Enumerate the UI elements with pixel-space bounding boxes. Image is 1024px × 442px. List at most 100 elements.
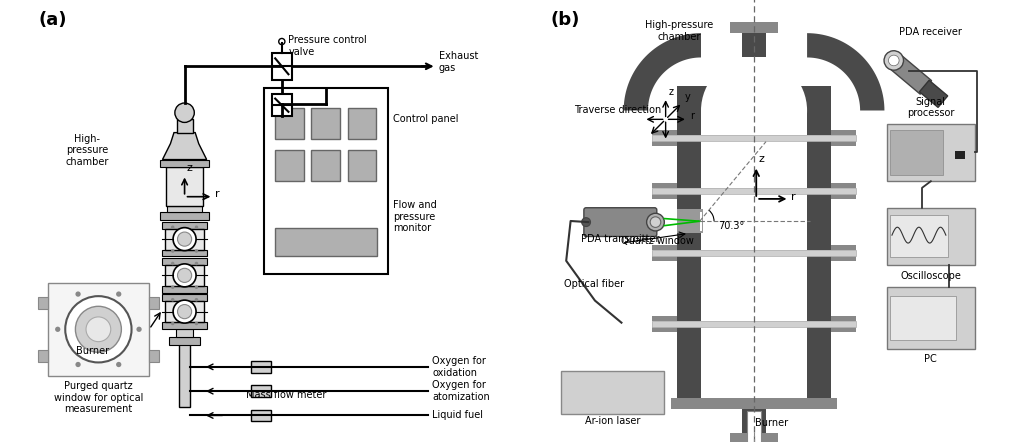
Circle shape xyxy=(76,306,122,352)
Bar xyxy=(652,135,856,141)
Text: PC: PC xyxy=(925,354,937,365)
Circle shape xyxy=(195,262,199,265)
Bar xyxy=(677,209,703,233)
Bar xyxy=(890,130,943,175)
Bar xyxy=(831,130,856,146)
Bar xyxy=(831,316,856,332)
Bar xyxy=(38,350,47,362)
Circle shape xyxy=(279,38,285,45)
Bar xyxy=(887,208,975,265)
Circle shape xyxy=(195,225,199,229)
Bar xyxy=(272,94,292,116)
Text: Burner: Burner xyxy=(755,418,788,428)
Bar xyxy=(47,283,150,376)
Text: y: y xyxy=(685,92,691,102)
Text: High-
pressure
chamber: High- pressure chamber xyxy=(66,133,109,167)
Bar xyxy=(166,167,203,206)
Text: Mass flow meter: Mass flow meter xyxy=(246,390,327,400)
Text: r: r xyxy=(215,190,219,199)
Bar xyxy=(701,110,807,398)
Bar xyxy=(652,245,677,261)
Bar xyxy=(652,183,677,199)
Bar xyxy=(652,321,856,327)
Text: z: z xyxy=(669,87,674,97)
Bar xyxy=(167,206,203,212)
Text: Oxygen for
atomization: Oxygen for atomization xyxy=(432,381,489,402)
Bar xyxy=(169,337,200,345)
Circle shape xyxy=(171,249,174,253)
Circle shape xyxy=(177,305,191,319)
Bar xyxy=(161,212,209,220)
Bar xyxy=(730,22,778,33)
Circle shape xyxy=(116,362,122,367)
Polygon shape xyxy=(807,33,885,110)
Text: Traverse direction: Traverse direction xyxy=(574,105,662,114)
Circle shape xyxy=(195,249,199,253)
Text: High-pressure
chamber: High-pressure chamber xyxy=(645,20,713,42)
Bar xyxy=(890,55,932,94)
Bar xyxy=(150,350,159,362)
Bar xyxy=(176,329,194,337)
Bar xyxy=(348,108,377,139)
Bar xyxy=(179,340,189,407)
Bar xyxy=(38,297,47,309)
Text: Control panel: Control panel xyxy=(393,114,459,124)
Bar xyxy=(831,245,856,261)
Text: Flow and
pressure
monitor: Flow and pressure monitor xyxy=(393,200,437,233)
Bar xyxy=(652,188,856,194)
FancyBboxPatch shape xyxy=(584,208,656,236)
Bar xyxy=(150,297,159,309)
Bar xyxy=(163,286,207,293)
Bar xyxy=(955,151,965,159)
Circle shape xyxy=(177,232,191,246)
Bar xyxy=(275,108,304,139)
Text: Quartz window: Quartz window xyxy=(622,236,694,247)
Text: Oscilloscope: Oscilloscope xyxy=(900,271,962,281)
Bar xyxy=(699,212,702,231)
Text: Optical fiber: Optical fiber xyxy=(564,279,624,290)
Bar xyxy=(251,361,270,373)
Circle shape xyxy=(116,291,122,297)
Text: Ar-ion laser: Ar-ion laser xyxy=(585,416,640,427)
Circle shape xyxy=(86,317,111,342)
Circle shape xyxy=(173,300,196,323)
Circle shape xyxy=(76,362,81,367)
Text: PDA transmitter: PDA transmitter xyxy=(581,234,659,244)
Text: Signal
processor: Signal processor xyxy=(907,97,954,118)
Bar xyxy=(275,228,377,256)
Text: r: r xyxy=(791,192,796,202)
Polygon shape xyxy=(163,133,207,160)
Bar xyxy=(163,250,207,256)
Bar xyxy=(677,110,701,398)
Circle shape xyxy=(136,327,141,332)
Bar xyxy=(165,229,205,250)
Text: Purged quartz
window for optical
measurement: Purged quartz window for optical measure… xyxy=(53,381,143,414)
Circle shape xyxy=(175,103,195,122)
Bar xyxy=(275,150,304,181)
Text: (b): (b) xyxy=(551,11,580,29)
Bar xyxy=(887,287,975,349)
Bar xyxy=(311,108,340,139)
Bar xyxy=(163,258,207,265)
Bar xyxy=(163,294,207,301)
Bar xyxy=(677,86,831,110)
Circle shape xyxy=(650,217,660,227)
FancyBboxPatch shape xyxy=(561,371,664,414)
Circle shape xyxy=(171,298,174,301)
Circle shape xyxy=(171,286,174,289)
Text: Pressure control
valve: Pressure control valve xyxy=(289,35,368,57)
Bar xyxy=(652,250,856,256)
Circle shape xyxy=(195,298,199,301)
Circle shape xyxy=(171,262,174,265)
Bar xyxy=(807,110,831,398)
Bar xyxy=(652,321,856,327)
Circle shape xyxy=(76,291,81,297)
Bar xyxy=(163,322,207,329)
Bar xyxy=(890,215,947,257)
Text: PDA receiver: PDA receiver xyxy=(899,27,963,38)
Circle shape xyxy=(66,296,131,362)
Bar xyxy=(672,398,837,409)
Bar xyxy=(652,188,856,194)
Text: r: r xyxy=(690,111,694,122)
Bar xyxy=(163,222,207,229)
